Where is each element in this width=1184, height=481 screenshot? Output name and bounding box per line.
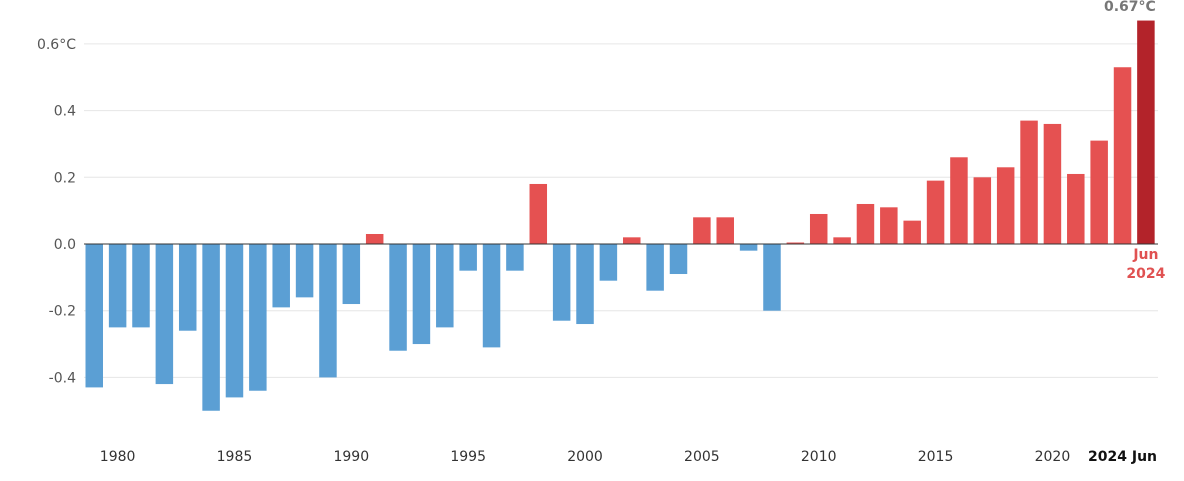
bar-2022 (1090, 140, 1108, 244)
x-axis-ticks: 1980 1985 1990 1995 2000 2005 2010 2015 2020 2024… (100, 449, 1157, 465)
x-tick-label: 2020 (1035, 449, 1071, 465)
bar-1985 (225, 244, 244, 398)
bar-1981 (132, 244, 150, 328)
latest-value-label: 0.67°C (1104, 0, 1156, 15)
bar-1979 (85, 244, 103, 388)
bar-1997 (506, 244, 524, 271)
x-tick-label: 2010 (801, 449, 837, 465)
bars (85, 20, 1155, 411)
y-tick-label: -0.2 (49, 304, 76, 320)
bar-2018 (996, 167, 1015, 244)
latest-period-month-label: Jun (1132, 247, 1158, 263)
bar-2009 (786, 242, 805, 244)
x-tick-label: 2005 (684, 449, 720, 465)
latest-period-year-label: 2024 (1126, 266, 1165, 282)
x-tick-label: 1995 (450, 449, 486, 465)
bar-1993 (412, 244, 431, 345)
x-tick-label: 1990 (333, 449, 369, 465)
bar-2008 (763, 244, 781, 311)
bar-1999 (552, 244, 571, 321)
x-tick-label: 2015 (918, 449, 954, 465)
bar-1982 (155, 244, 174, 385)
bar-2003 (646, 244, 664, 291)
y-tick-label: 0.6°C (37, 37, 76, 53)
bar-1989 (319, 244, 337, 378)
x-tick-label: 1985 (217, 449, 253, 465)
bar-1988 (295, 244, 314, 298)
bar-1987 (272, 244, 290, 308)
bar-2004 (669, 244, 688, 275)
bar-2019 (1020, 120, 1038, 244)
bar-2014 (903, 220, 921, 244)
bar-1986 (249, 244, 267, 391)
bar-2007 (739, 244, 758, 251)
x-tick-label: 1980 (100, 449, 136, 465)
y-tick-label: 0.0 (54, 237, 76, 253)
bar-2000 (576, 244, 594, 325)
bar-1984 (202, 244, 220, 411)
bar-1992 (389, 244, 407, 351)
bar-2021 (1067, 173, 1085, 244)
bar-1995 (459, 244, 477, 271)
bar-2010 (809, 213, 828, 244)
bar-2013 (880, 207, 898, 244)
bar-2024-jun (1137, 20, 1155, 245)
bar-2006 (716, 217, 734, 244)
bar-2011 (833, 237, 851, 244)
bar-1983 (178, 244, 197, 331)
bar-2015 (926, 180, 945, 244)
y-tick-label: -0.4 (49, 370, 76, 386)
bar-2017 (973, 177, 992, 244)
bar-1980 (108, 244, 127, 328)
y-tick-label: 0.4 (54, 104, 76, 120)
bar-1996 (482, 244, 501, 348)
y-axis-ticks: 0.6°C 0.4 0.2 0.0 -0.2 -0.4 (37, 37, 76, 386)
x-tick-label: 2000 (567, 449, 603, 465)
bar-1998 (529, 183, 548, 244)
bar-2016 (950, 157, 968, 244)
bar-2012 (856, 203, 875, 244)
bar-2001 (599, 244, 618, 281)
bar-2002 (623, 237, 641, 244)
gridlines (84, 43, 1158, 378)
bar-1991 (365, 233, 384, 244)
bar-1994 (436, 244, 454, 328)
bar-2023 (1113, 67, 1132, 245)
bar-2020 (1043, 123, 1062, 244)
x-tick-label: 2024 Jun (1088, 449, 1157, 465)
bar-2005 (693, 217, 711, 244)
bar-1990 (342, 244, 361, 305)
y-tick-label: 0.2 (54, 170, 76, 186)
